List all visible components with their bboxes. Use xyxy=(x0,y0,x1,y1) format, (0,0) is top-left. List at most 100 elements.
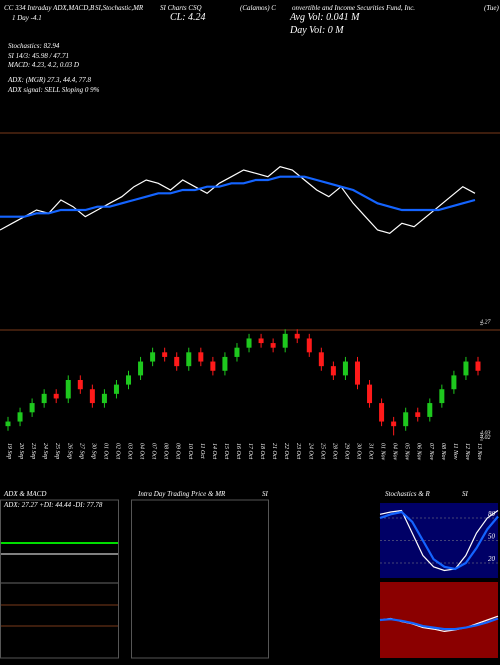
x-tick-label: 19 Sep xyxy=(6,443,12,459)
x-tick-label: 07 Oct xyxy=(151,443,157,459)
candle-body xyxy=(330,366,336,376)
panel-title: SI xyxy=(262,490,269,498)
x-tick-label: 22 Oct xyxy=(283,443,289,459)
panel-frame xyxy=(0,499,119,659)
candle-body xyxy=(138,361,144,376)
x-tick-label: 14 Oct xyxy=(211,443,218,459)
x-tick-label: 11 Nov xyxy=(452,443,458,460)
candle-body xyxy=(5,421,11,427)
candle-body xyxy=(65,380,71,399)
x-tick-label: 07 Nov xyxy=(428,443,434,461)
x-tick-label: 13 Nov xyxy=(476,443,482,461)
rsi: SI 14/3: 45.98 / 47.71 xyxy=(8,52,69,60)
day-vol: Day Vol: 0 M xyxy=(289,25,344,36)
x-tick-label: 23 Sep xyxy=(30,443,36,459)
candle-body xyxy=(294,333,300,339)
x-tick-label: 29 Oct xyxy=(343,443,349,459)
title: (Calamos) C xyxy=(240,4,276,12)
candle-body xyxy=(77,380,83,390)
candle-body xyxy=(17,412,23,422)
panel-background xyxy=(380,503,498,578)
x-tick-label: 17 Oct xyxy=(247,443,253,459)
candle-body xyxy=(379,403,385,422)
series-line xyxy=(379,617,499,631)
candle-body xyxy=(222,356,228,371)
x-tick-label: 25 Oct xyxy=(319,443,325,459)
panel-frame xyxy=(131,499,269,659)
series-line xyxy=(0,175,476,218)
candle-body xyxy=(186,352,192,367)
candle-body xyxy=(463,361,469,376)
x-tick-label: 06 Nov xyxy=(416,443,422,461)
x-tick-label: 03 Oct xyxy=(127,443,133,459)
title: (Tue) xyxy=(484,4,499,12)
y-tick-label: 4.03 xyxy=(480,429,491,436)
candle-body xyxy=(342,361,348,376)
stochastics: Stochastics: 82.94 xyxy=(8,42,60,50)
candle-body xyxy=(198,352,204,362)
candle-body xyxy=(126,375,132,385)
candle-body xyxy=(258,338,264,344)
candle-body xyxy=(53,393,59,399)
candle-body xyxy=(427,403,433,417)
panel-title: SI xyxy=(462,490,469,498)
x-tick-label: 26 Sep xyxy=(66,443,72,459)
x-tick-label: 11 Oct xyxy=(199,443,205,459)
x-tick-label: 02 Oct xyxy=(114,443,120,459)
candle-body xyxy=(367,384,373,404)
panel-title: Stochastics & R xyxy=(385,490,430,498)
x-tick-label: 18 Oct xyxy=(259,443,265,459)
series-line xyxy=(0,166,476,234)
macd: MACD: 4.23, 4.2, 0.03 D xyxy=(7,61,79,69)
candle-body xyxy=(210,361,216,371)
x-tick-label: 10 Oct xyxy=(187,443,193,459)
x-tick-label: 15 Oct xyxy=(223,443,229,459)
candle-body xyxy=(234,347,240,357)
y-tick-label: 20 xyxy=(488,555,496,563)
panel-values: ADX: 27.27 +DI: 44.44 -DI: 77.78 xyxy=(3,501,103,509)
x-tick-label: 21 Oct xyxy=(271,443,277,459)
panel-title: Intra Day Trading Price & MR xyxy=(137,490,226,498)
candle-body xyxy=(246,338,252,348)
x-tick-label: 20 Sep xyxy=(18,443,24,459)
x-tick-label: 27 Sep xyxy=(78,443,84,459)
title: onvertible and Income Securities Fund, I… xyxy=(292,4,415,12)
candle-body xyxy=(354,361,360,385)
avg-vol: Avg Vol: 0.041 M xyxy=(289,12,360,23)
candle-body xyxy=(150,352,156,362)
x-tick-label: 12 Nov xyxy=(464,443,470,461)
x-tick-label: 01 Nov xyxy=(380,443,386,461)
candle-body xyxy=(101,393,107,404)
x-tick-label: 04 Oct xyxy=(139,443,146,459)
x-tick-label: 25 Sep xyxy=(54,443,60,459)
candle-body xyxy=(415,412,421,417)
close: CL: 4.24 xyxy=(170,12,206,23)
x-tick-label: 16 Oct xyxy=(235,443,241,459)
x-tick-label: 09 Oct xyxy=(175,443,181,459)
x-tick-label: 08 Oct xyxy=(163,443,169,459)
series-line xyxy=(379,509,499,572)
x-tick-label: 05 Nov xyxy=(404,443,410,461)
x-tick-label: 31 Oct xyxy=(368,442,374,459)
x-tick-label: 24 Oct xyxy=(307,443,314,459)
candle-body xyxy=(29,403,35,413)
x-tick-label: 23 Oct xyxy=(295,443,301,459)
candle-body xyxy=(113,384,119,394)
x-tick-label: 08 Nov xyxy=(440,443,446,461)
candle-body xyxy=(475,361,481,371)
title: SI Charts CSQ xyxy=(160,4,202,12)
candle-body xyxy=(174,356,180,367)
x-tick-label: 30 Oct xyxy=(355,442,361,459)
x-tick-label: 01 Oct xyxy=(102,443,108,459)
candle-body xyxy=(451,375,457,390)
candle-body xyxy=(270,343,276,348)
candle-body xyxy=(403,412,409,427)
x-tick-label: 30 Sep xyxy=(90,442,96,459)
panel-title: ADX & MACD xyxy=(3,490,46,498)
x-tick-label: 24 Sep xyxy=(42,443,49,459)
adx-signal: ADX signal: SELL Sloping 0 9% xyxy=(7,86,100,94)
title: SI,Stochastic,MR xyxy=(95,4,144,12)
title: CC 334 Intraday ADX,MACD,B xyxy=(4,4,95,12)
